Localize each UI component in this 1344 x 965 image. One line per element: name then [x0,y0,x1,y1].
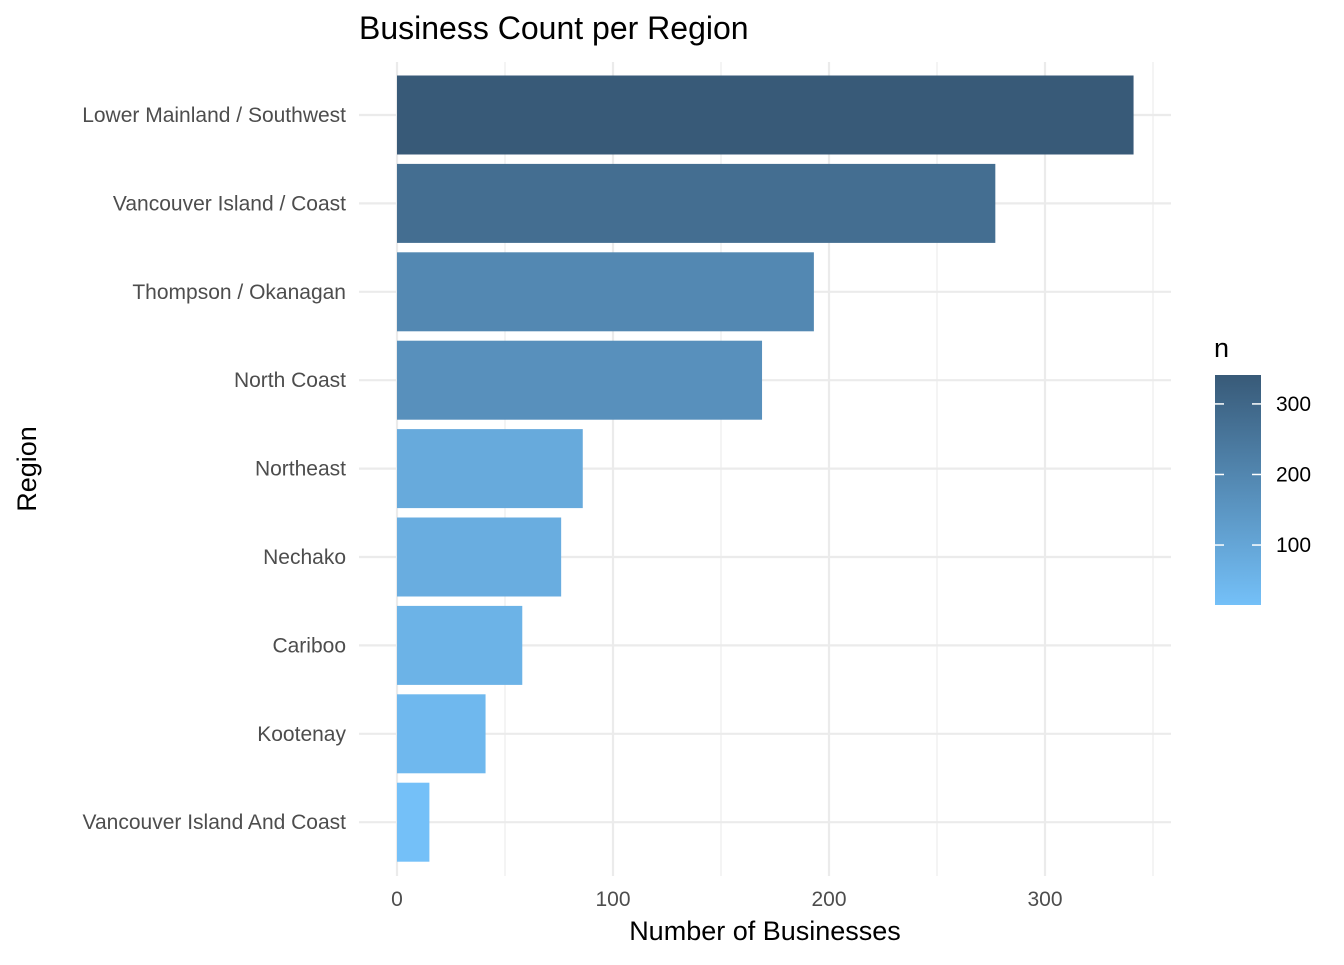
color-legend: n 100 200 300 [1214,333,1311,605]
x-tick-label: 100 [595,888,630,911]
legend-ticks: 100 200 300 [1215,393,1311,557]
bar [397,517,562,597]
bar [397,429,583,509]
y-tick-label: Nechako [263,546,346,569]
legend-tick-label: 300 [1276,393,1311,416]
y-tick-label: Cariboo [272,634,346,657]
legend-colorbar [1215,375,1261,605]
y-tick-label: Lower Mainland / Southwest [82,104,346,127]
bar [397,782,430,862]
y-axis-title: Region [12,426,42,512]
bar [397,605,523,685]
y-tick-label: Northeast [255,458,346,481]
y-tick-label: Vancouver Island And Coast [83,811,347,834]
y-tick-label: Thompson / Okanagan [132,281,346,304]
x-axis-title: Number of Businesses [629,916,901,946]
bar [397,163,996,243]
bar [397,75,1134,155]
chart-title: Business Count per Region [359,10,749,46]
bar [397,252,814,332]
legend-title: n [1214,333,1229,363]
y-tick-label: North Coast [234,369,346,392]
bars [397,75,1134,862]
x-axis-tick-labels: 0 100 200 300 [391,888,1062,911]
y-axis-tick-labels: Lower Mainland / Southwest Vancouver Isla… [82,104,346,834]
legend-tick-label: 200 [1276,463,1311,486]
x-tick-label: 200 [811,888,846,911]
y-tick-label: Kootenay [257,723,346,746]
y-tick-label: Vancouver Island / Coast [113,192,346,215]
x-tick-label: 0 [391,888,403,911]
legend-tick-label: 100 [1276,534,1311,557]
x-tick-label: 300 [1027,888,1062,911]
bar [397,694,486,774]
bar [397,340,763,420]
